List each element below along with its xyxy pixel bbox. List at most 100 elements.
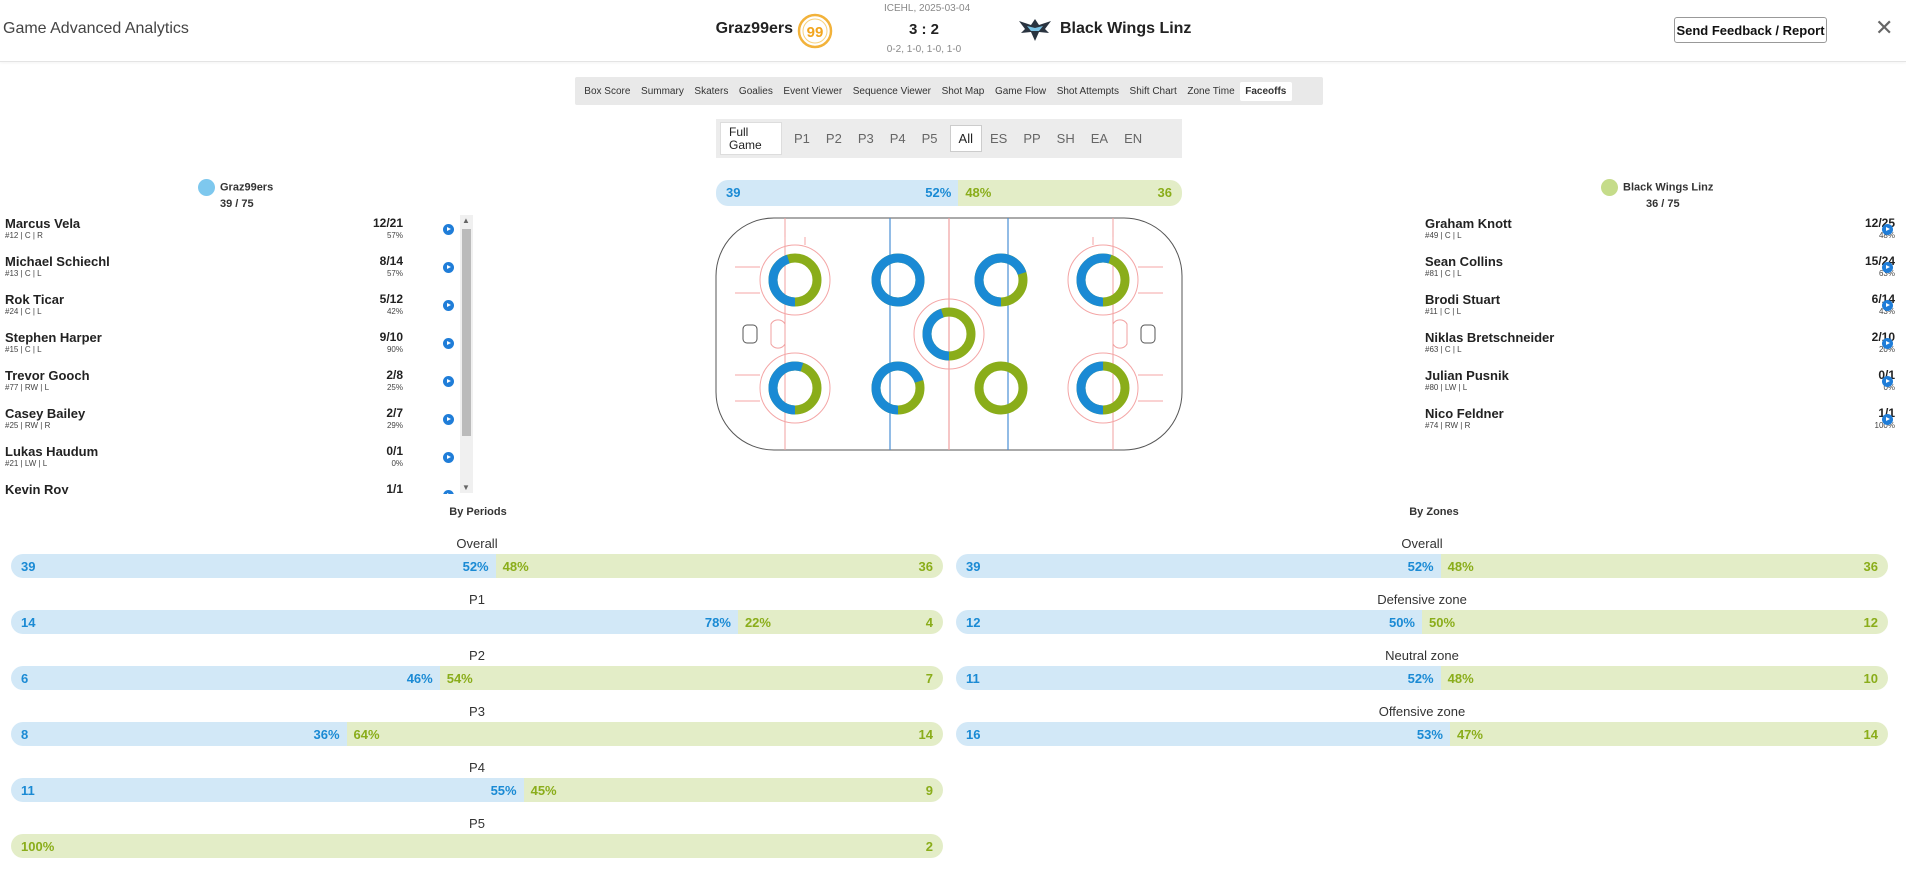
tab-goalies[interactable]: Goalies: [738, 85, 773, 97]
filter-period-p4[interactable]: P4: [889, 131, 906, 146]
away-count: 36: [1863, 559, 1878, 574]
scroll-up-icon[interactable]: ▲: [462, 216, 470, 225]
away-count: 12: [1863, 615, 1878, 630]
player-info: #21 | LW | L: [5, 459, 48, 468]
player-pct: 20%: [1878, 345, 1895, 354]
player-name: Trevor Gooch: [5, 368, 90, 383]
faceoff-bar: 14 78% 22% 4: [11, 610, 943, 634]
tab-shot-map[interactable]: Shot Map: [941, 85, 985, 97]
tab-event-viewer[interactable]: Event Viewer: [783, 85, 843, 97]
overall-away-count: 36: [1157, 185, 1172, 200]
tab-shift-chart[interactable]: Shift Chart: [1129, 85, 1177, 97]
away-count: 14: [1863, 727, 1878, 742]
player-name: Rok Ticar: [5, 292, 65, 307]
player-name: Graham Knott: [1425, 216, 1512, 231]
faceoff-bar: 11 55% 45% 9: [11, 778, 943, 802]
play-icon[interactable]: [443, 262, 454, 273]
filter-period-p1[interactable]: P1: [794, 131, 810, 146]
play-icon[interactable]: [443, 490, 454, 494]
filter-strength-en[interactable]: EN: [1124, 131, 1143, 146]
player-row: Brodi Stuart #11 | C | L 6/14 43%: [1425, 292, 1895, 324]
home-segment: 39 52%: [956, 554, 1441, 578]
away-player-list: Graham Knott #49 | C | L 12/25 48% Sean Coll…: [1425, 216, 1903, 446]
play-icon[interactable]: [443, 452, 454, 463]
home-count: 39: [21, 559, 36, 574]
player-pct: 29%: [386, 421, 403, 430]
tab-box-score[interactable]: Box Score: [584, 85, 631, 97]
play-icon[interactable]: [1882, 338, 1893, 349]
home-count: 6: [21, 671, 29, 686]
scroll-down-icon[interactable]: ▼: [462, 483, 470, 492]
bar-label: Offensive zone: [1378, 704, 1466, 719]
overall-away-pct: 48%: [965, 185, 992, 200]
close-icon[interactable]: ✕: [1875, 15, 1894, 40]
tab-faceoffs[interactable]: Faceoffs: [1239, 81, 1292, 101]
play-icon[interactable]: [1882, 300, 1893, 311]
home-segment: 12 50%: [956, 610, 1422, 634]
bar-label: P1: [469, 592, 485, 607]
filter-strength-sh[interactable]: SH: [1056, 131, 1075, 146]
player-info: #81 | C | L: [1425, 269, 1462, 278]
filter-strength-all[interactable]: All: [949, 125, 982, 152]
player-pct: 42%: [386, 307, 403, 316]
donut-right-top-circle-home: [1076, 253, 1130, 307]
player-name: Kevin Roy: [5, 482, 69, 494]
donut-neutral-left-bottom-home: [871, 361, 925, 415]
play-icon[interactable]: [443, 338, 454, 349]
filter-period-p2[interactable]: P2: [825, 131, 842, 146]
player-info: #63 | C | L: [1425, 345, 1462, 354]
tab-shot-attempts[interactable]: Shot Attempts: [1056, 85, 1119, 97]
away-count: 4: [925, 615, 933, 630]
donut-neutral-right-bottom-away: [974, 361, 1028, 415]
play-icon[interactable]: [1882, 376, 1893, 387]
app-title: Game Advanced Analytics: [3, 20, 189, 37]
home-logo-text: 99: [807, 24, 824, 41]
home-list-scrollbar[interactable]: ▲ ▼: [460, 215, 473, 493]
bar-label: P4: [469, 760, 485, 775]
player-row: Rok Ticar #24 | C | L 5/12 42%: [5, 292, 475, 324]
rink-faceoff-map: [715, 217, 1183, 456]
away-pct: 100%: [21, 839, 55, 854]
home-count: 11: [21, 783, 35, 798]
player-info: #49 | C | L: [1425, 231, 1462, 240]
faceoff-bar: 8 36% 64% 14: [11, 722, 943, 746]
faceoff-bar: 100% 2: [11, 834, 943, 858]
player-info: #24 | C | L: [5, 307, 42, 316]
player-info: #74 | RW | R: [1425, 421, 1471, 430]
filter-period-p5[interactable]: P5: [921, 131, 938, 146]
home-segment: 14 78%: [11, 610, 738, 634]
away-count: 10: [1863, 671, 1878, 686]
tab-skaters[interactable]: Skaters: [694, 85, 729, 97]
play-icon[interactable]: [1882, 262, 1893, 273]
player-record: 0/1: [386, 444, 403, 458]
faceoff-donuts: [768, 253, 1130, 415]
play-icon[interactable]: [1882, 224, 1893, 235]
send-feedback-button[interactable]: Send Feedback / Report: [1674, 17, 1827, 43]
donut-left-bottom-circle-home: [768, 361, 822, 415]
faceoff-bar: 39 52% 48% 36: [11, 554, 943, 578]
tab-game-flow[interactable]: Game Flow: [994, 85, 1047, 97]
filter-full-game[interactable]: Full Game: [720, 122, 782, 155]
away-pct: 48%: [1447, 559, 1474, 574]
tab-sequence-viewer[interactable]: Sequence Viewer: [852, 85, 931, 97]
player-row: Niklas Bretschneider #63 | C | L 2/10 20%: [1425, 330, 1895, 362]
home-team-logo: 99: [797, 13, 833, 54]
play-icon[interactable]: [443, 224, 454, 235]
league-date: ICEHL, 2025-03-04: [884, 3, 971, 14]
home-pct: 50%: [1388, 615, 1415, 630]
play-icon[interactable]: [1882, 414, 1893, 425]
away-pct: 22%: [744, 615, 771, 630]
filter-strength-ea[interactable]: EA: [1090, 131, 1109, 146]
tab-summary[interactable]: Summary: [641, 85, 684, 97]
home-segment: 8 36%: [11, 722, 347, 746]
play-icon[interactable]: [443, 414, 454, 425]
play-icon[interactable]: [443, 376, 454, 387]
player-row: Stephen Harper #15 | C | L 9/10 90%: [5, 330, 475, 362]
play-icon[interactable]: [443, 300, 454, 311]
filter-period-p3[interactable]: P3: [857, 131, 874, 146]
filter-strength-es[interactable]: ES: [989, 131, 1008, 146]
filter-strength-pp[interactable]: PP: [1023, 131, 1041, 146]
scroll-thumb[interactable]: [462, 229, 471, 436]
tab-zone-time[interactable]: Zone Time: [1187, 85, 1235, 97]
away-segment: 48% 10: [1440, 666, 1888, 690]
